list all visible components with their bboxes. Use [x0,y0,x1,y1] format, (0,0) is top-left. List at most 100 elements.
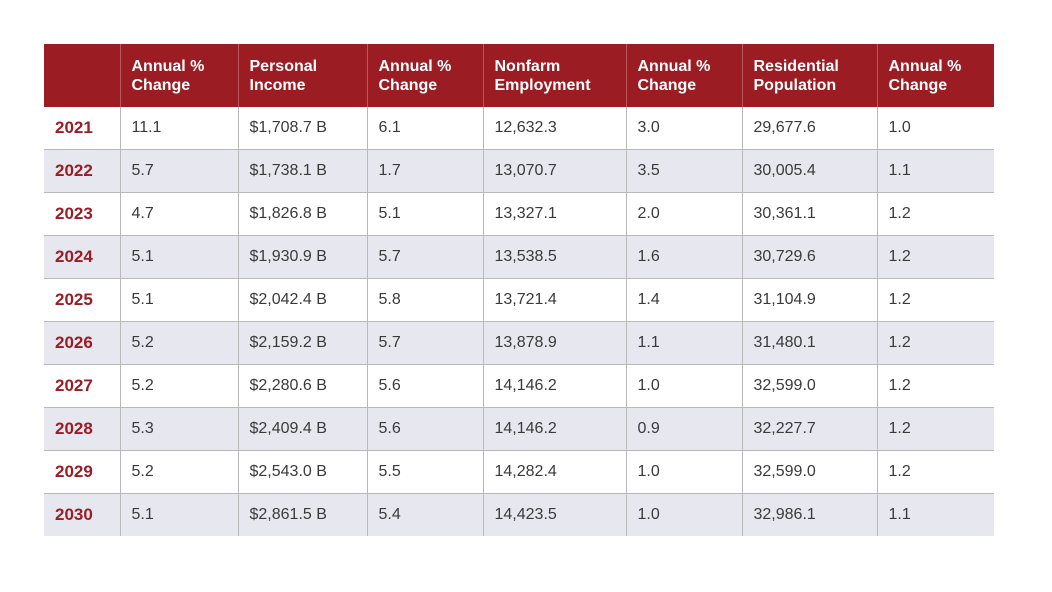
residential-population-cell: 31,104.9 [741,278,877,322]
nonfarm-employment-cell: 12,632.3 [482,107,626,150]
employment-change-cell: 3.0 [625,107,742,150]
annual-change-cell: 11.1 [119,107,238,150]
income-change-cell: 5.6 [366,364,483,408]
population-change-cell: 1.2 [876,192,994,236]
table-row: 2026 5.2 $2,159.2 B 5.7 13,878.9 1.1 31,480.1 1… [44,321,994,365]
residential-population-cell: 32,986.1 [741,493,877,536]
table-row: 2027 5.2 $2,280.6 B 5.6 14,146.2 1.0 32,599.0 1… [44,364,994,408]
economic-forecast-table: Annual % Change Personal Income Annual %… [44,44,994,536]
nonfarm-employment-cell: 14,282.4 [482,450,626,494]
year-cell: 2021 [44,107,120,150]
income-change-cell: 5.7 [366,235,483,279]
table-row: 2029 5.2 $2,543.0 B 5.5 14,282.4 1.0 32,599.0 1… [44,450,994,494]
header-nonfarm-employment: Nonfarm Employment [482,44,626,107]
employment-change-cell: 1.6 [625,235,742,279]
header-year [44,44,120,107]
employment-change-cell: 2.0 [625,192,742,236]
income-change-cell: 5.7 [366,321,483,365]
residential-population-cell: 32,599.0 [741,450,877,494]
annual-change-cell: 5.1 [119,493,238,536]
nonfarm-employment-cell: 13,327.1 [482,192,626,236]
employment-change-cell: 1.0 [625,450,742,494]
residential-population-cell: 30,005.4 [741,149,877,193]
nonfarm-employment-cell: 13,070.7 [482,149,626,193]
personal-income-cell: $1,826.8 B [237,192,367,236]
annual-change-cell: 5.3 [119,407,238,451]
population-change-cell: 1.2 [876,321,994,365]
population-change-cell: 1.2 [876,278,994,322]
population-change-cell: 1.2 [876,450,994,494]
year-cell: 2030 [44,493,120,536]
table-row: 2022 5.7 $1,738.1 B 1.7 13,070.7 3.5 30,005.4 1… [44,149,994,193]
header-gdp-annual-change: Annual % Change [119,44,238,107]
income-change-cell: 5.4 [366,493,483,536]
residential-population-cell: 32,227.7 [741,407,877,451]
nonfarm-employment-cell: 14,146.2 [482,407,626,451]
nonfarm-employment-cell: 13,878.9 [482,321,626,365]
header-income-annual-change: Annual % Change [366,44,483,107]
personal-income-cell: $2,861.5 B [237,493,367,536]
personal-income-cell: $2,543.0 B [237,450,367,494]
population-change-cell: 1.2 [876,364,994,408]
annual-change-cell: 5.7 [119,149,238,193]
table-body: 2021 11.1 $1,708.7 B 6.1 12,632.3 3.0 29,677.6… [44,107,994,536]
employment-change-cell: 1.4 [625,278,742,322]
residential-population-cell: 31,480.1 [741,321,877,365]
income-change-cell: 5.8 [366,278,483,322]
year-cell: 2022 [44,149,120,193]
table-row: 2024 5.1 $1,930.9 B 5.7 13,538.5 1.6 30,729.6 1… [44,235,994,279]
personal-income-cell: $1,738.1 B [237,149,367,193]
table-header: Annual % Change Personal Income Annual %… [44,44,994,107]
year-cell: 2026 [44,321,120,365]
annual-change-cell: 5.2 [119,321,238,365]
personal-income-cell: $2,042.4 B [237,278,367,322]
year-cell: 2025 [44,278,120,322]
annual-change-cell: 4.7 [119,192,238,236]
residential-population-cell: 29,677.6 [741,107,877,150]
header-population-annual-change: Annual % Change [876,44,994,107]
table-row: 2025 5.1 $2,042.4 B 5.8 13,721.4 1.4 31,104.9 1… [44,278,994,322]
nonfarm-employment-cell: 13,538.5 [482,235,626,279]
personal-income-cell: $2,159.2 B [237,321,367,365]
annual-change-cell: 5.2 [119,364,238,408]
employment-change-cell: 1.0 [625,364,742,408]
year-cell: 2028 [44,407,120,451]
employment-change-cell: 0.9 [625,407,742,451]
table-row: 2023 4.7 $1,826.8 B 5.1 13,327.1 2.0 30,361.1 1… [44,192,994,236]
income-change-cell: 1.7 [366,149,483,193]
income-change-cell: 5.1 [366,192,483,236]
year-cell: 2024 [44,235,120,279]
employment-change-cell: 3.5 [625,149,742,193]
year-cell: 2023 [44,192,120,236]
personal-income-cell: $1,708.7 B [237,107,367,150]
personal-income-cell: $2,280.6 B [237,364,367,408]
population-change-cell: 1.0 [876,107,994,150]
personal-income-cell: $2,409.4 B [237,407,367,451]
year-cell: 2029 [44,450,120,494]
income-change-cell: 6.1 [366,107,483,150]
annual-change-cell: 5.1 [119,235,238,279]
table-row: 2021 11.1 $1,708.7 B 6.1 12,632.3 3.0 29,677.6… [44,107,994,150]
income-change-cell: 5.5 [366,450,483,494]
nonfarm-employment-cell: 14,423.5 [482,493,626,536]
employment-change-cell: 1.1 [625,321,742,365]
personal-income-cell: $1,930.9 B [237,235,367,279]
residential-population-cell: 30,729.6 [741,235,877,279]
income-change-cell: 5.6 [366,407,483,451]
employment-change-cell: 1.0 [625,493,742,536]
nonfarm-employment-cell: 13,721.4 [482,278,626,322]
population-change-cell: 1.1 [876,149,994,193]
residential-population-cell: 30,361.1 [741,192,877,236]
nonfarm-employment-cell: 14,146.2 [482,364,626,408]
annual-change-cell: 5.2 [119,450,238,494]
header-row: Annual % Change Personal Income Annual %… [44,44,994,107]
header-personal-income: Personal Income [237,44,367,107]
table-row: 2030 5.1 $2,861.5 B 5.4 14,423.5 1.0 32,986.1 1… [44,493,994,536]
header-employment-annual-change: Annual % Change [625,44,742,107]
year-cell: 2027 [44,364,120,408]
population-change-cell: 1.2 [876,235,994,279]
header-residential-population: Residential Population [741,44,877,107]
population-change-cell: 1.1 [876,493,994,536]
residential-population-cell: 32,599.0 [741,364,877,408]
population-change-cell: 1.2 [876,407,994,451]
